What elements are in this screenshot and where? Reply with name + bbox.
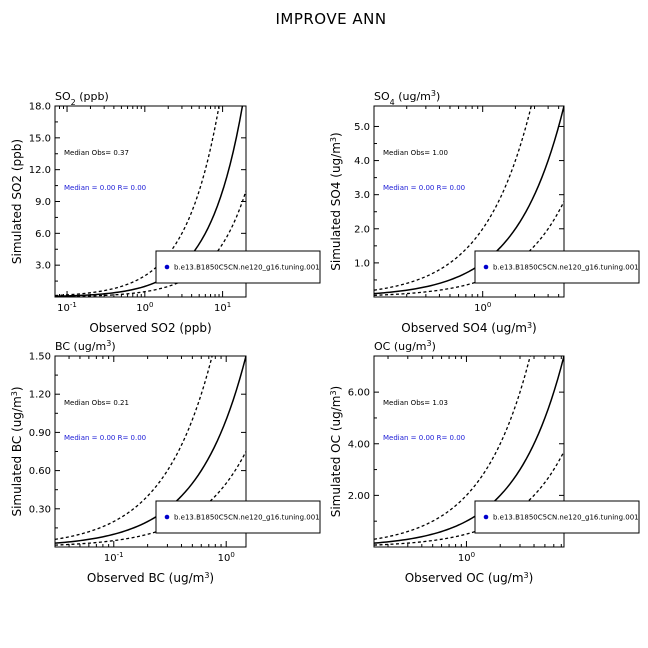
median-obs-text: Median Obs= 0.37 [64,149,129,157]
panel-title: OC (ug/m3) [374,339,436,354]
x-axis-label: Observed SO4 (ug/m3) [401,321,536,336]
median-obs-text: Median Obs= 1.00 [383,149,448,157]
panel-title: BC (ug/m3) [55,339,116,354]
y-tick-label: 5.0 [354,122,370,133]
y-axis-label: Simulated SO2 (ppb) [10,139,24,264]
y-tick-label: 9.0 [35,197,51,208]
line-2to1 [374,106,532,291]
legend-label: b.e13.B1850C5CN.ne120_g16.tuning.001 [174,514,320,522]
reference-lines [55,106,246,297]
median-obs-text: Median Obs= 0.21 [64,399,129,407]
line-1to2 [55,451,246,546]
y-tick-label: 6.00 [348,388,370,399]
median-sim-text: Median = 0.00 R= 0.00 [383,434,465,442]
chart-panel-4: 2.00 4.00 6.00 100 OC (ug/m3) Observed OC (ug… [329,339,640,586]
legend-box [155,250,321,284]
y-tick-label: 1.20 [29,390,51,401]
x-axis-label: Observed SO2 (ppb) [89,321,211,335]
x-axis-label: Observed BC (ug/m3) [87,571,214,586]
figure-title: IMPROVE ANN [275,10,386,28]
x-tick-label: 10-1 [104,551,124,564]
x-tick-label: 10-1 [57,301,77,314]
y-tick-label: 4.00 [348,439,370,450]
line-1to2 [55,190,246,297]
y-axis-label: Simulated BC (ug/m3) [10,386,25,516]
y-tick-label: 18.0 [29,102,51,113]
chart-panel-1: 3.0 6.0 9.0 12.0 15.0 18.0 10-1 100 101 SO2 (ppb)… [10,90,321,335]
x-axis-label: Observed OC (ug/m3) [405,571,534,586]
line-1to2 [374,201,564,296]
legend-marker [483,264,489,270]
legend-box [474,500,640,534]
median-sim-text: Median = 0.00 R= 0.00 [383,184,465,192]
y-tick-label: 15.0 [29,133,51,144]
line-1to1 [374,356,564,544]
x-tick-label: 100 [218,551,235,564]
chart-panel-2: 1.0 2.0 3.0 4.0 5.0 100 SO4 (ug/m3) Observed SO… [329,89,640,336]
legend-label: b.e13.B1850C5CN.ne120_g16.tuning.001 [493,514,639,522]
panel-title: SO2 (ppb) [55,90,109,107]
reference-lines [55,356,246,546]
legend-box [155,500,321,534]
x-tick-label: 101 [214,301,231,314]
line-1to1 [55,356,246,544]
legend-box [474,250,640,284]
y-tick-label: 0.30 [29,504,51,515]
line-1to1 [374,106,564,295]
x-tick-label: 100 [458,551,475,564]
x-tick-label: 100 [474,301,491,314]
y-tick-label: 3.0 [354,190,370,201]
reference-lines [374,106,564,296]
y-tick-label: 0.90 [29,428,51,439]
y-axis-label: Simulated OC (ug/m3) [329,386,344,518]
y-tick-label: 12.0 [29,165,51,176]
reference-lines [374,356,564,546]
y-tick-label: 4.0 [354,156,370,167]
legend-marker [164,264,170,270]
y-tick-label: 6.0 [35,229,51,240]
y-tick-label: 2.0 [354,224,370,235]
y-tick-label: 1.0 [354,258,370,269]
chart-panel-3: 0.30 0.60 0.90 1.20 1.50 10-1 100 BC (ug/m3) Obs… [10,339,321,586]
y-tick-label: 2.00 [348,491,370,502]
line-2to1 [55,106,220,297]
panel-title: SO4 (ug/m3) [374,89,440,107]
plot-frame [373,355,565,548]
plot-frame [373,105,565,298]
y-tick-label: 3.0 [35,261,51,272]
y-tick-label: 0.60 [29,466,51,477]
line-1to1 [55,106,244,297]
x-tick-label: 100 [136,301,153,314]
median-sim-text: Median = 0.00 R= 0.00 [64,434,146,442]
legend-label: b.e13.B1850C5CN.ne120_g16.tuning.001 [174,264,320,272]
y-tick-label: 1.50 [29,352,51,363]
legend-marker [164,514,170,520]
legend-marker [483,514,489,520]
legend-label: b.e13.B1850C5CN.ne120_g16.tuning.001 [493,264,639,272]
y-axis-label: Simulated SO4 (ug/m3) [329,132,344,270]
line-1to2 [374,451,564,546]
median-sim-text: Median = 0.00 R= 0.00 [64,184,146,192]
median-obs-text: Median Obs= 1.03 [383,399,448,407]
